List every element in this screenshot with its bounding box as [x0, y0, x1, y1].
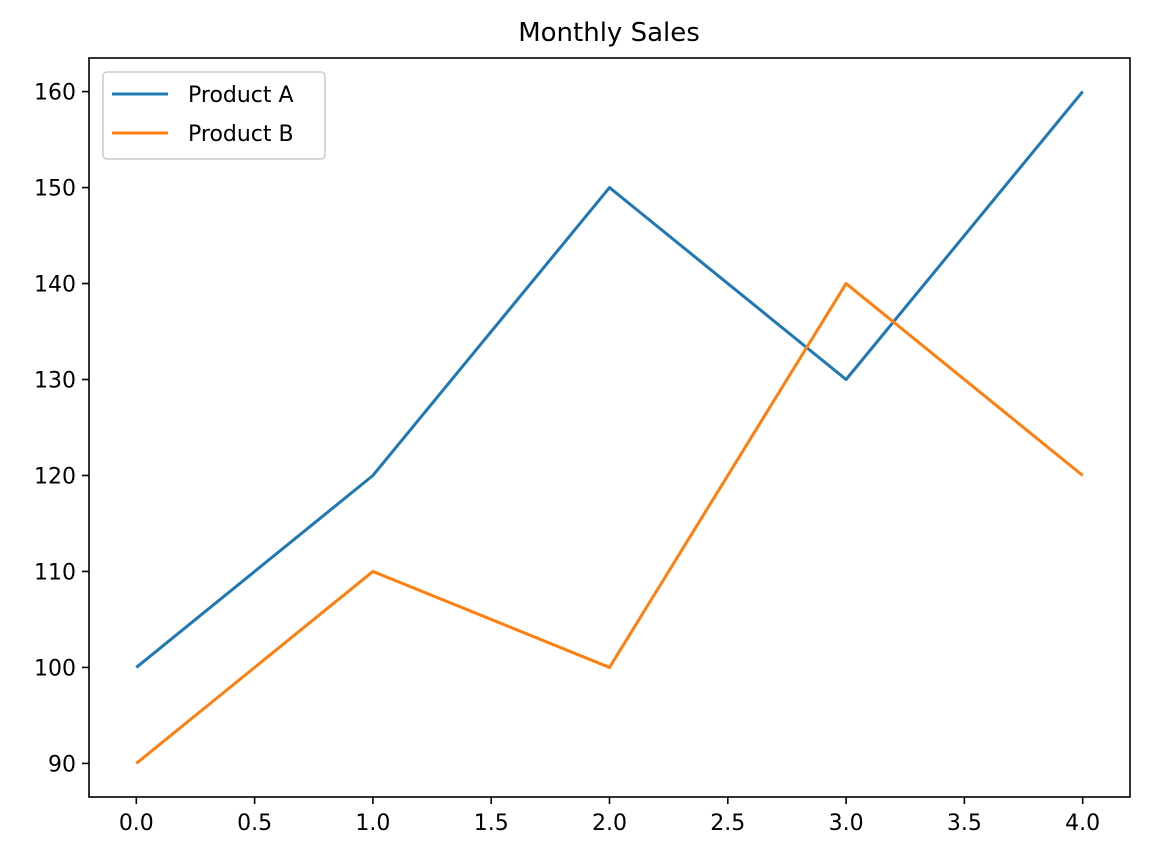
- x-tick-label: 3.5: [947, 811, 982, 836]
- chart-title: Monthly Sales: [518, 18, 700, 48]
- y-tick-label: 150: [34, 177, 76, 202]
- x-tick-label: 4.0: [1065, 811, 1100, 836]
- x-tick-label: 2.0: [592, 811, 627, 836]
- y-tick-label: 140: [34, 273, 76, 298]
- legend: Product A Product B: [102, 71, 326, 160]
- y-tick-label: 110: [34, 560, 76, 585]
- y-tick-label: 130: [34, 369, 76, 394]
- x-tick-label: 1.5: [474, 811, 509, 836]
- legend-label: Product B: [188, 122, 294, 147]
- x-axis: 0.0 0.5 1.0 1.5 2.0 2.5 3.0 3.5 4.0: [119, 797, 1100, 836]
- y-tick-label: 120: [34, 464, 76, 489]
- x-tick-label: 3.0: [829, 811, 864, 836]
- x-tick-label: 2.5: [710, 811, 745, 836]
- y-tick-label: 100: [34, 656, 76, 681]
- x-tick-label: 1.0: [355, 811, 390, 836]
- series-layer: [135, 90, 1084, 765]
- x-tick-label: 0.0: [119, 811, 154, 836]
- y-tick-label: 90: [48, 752, 76, 777]
- x-tick-label: 0.5: [237, 811, 272, 836]
- y-tick-label: 160: [34, 81, 76, 106]
- legend-label: Product A: [188, 83, 294, 108]
- y-axis: 90 100 110 120 130 140 150 160: [34, 81, 89, 777]
